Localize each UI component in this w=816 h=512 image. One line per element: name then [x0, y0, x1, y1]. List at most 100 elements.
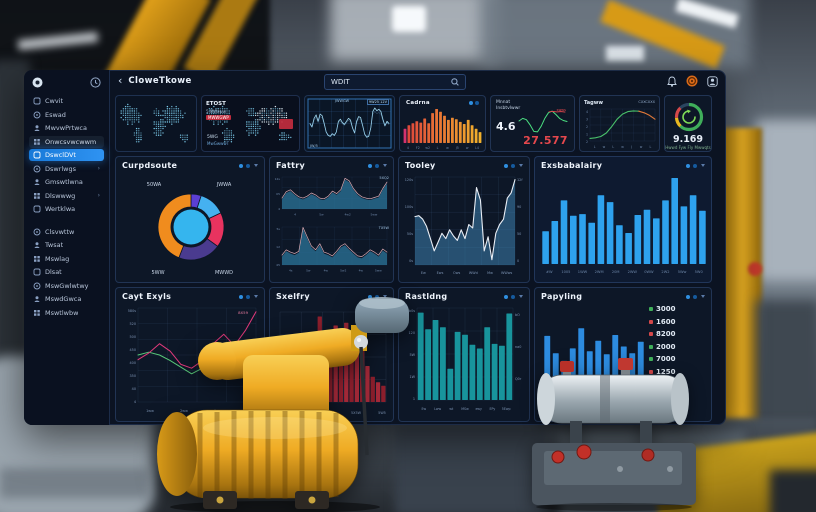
toggle-dot-icon[interactable]	[239, 163, 243, 168]
link-icon	[34, 300, 40, 302]
panel-controls[interactable]	[686, 163, 705, 168]
sidebar-item-dlsat[interactable]: Dlsat	[29, 266, 104, 278]
chevron-down-icon[interactable]	[519, 295, 523, 298]
map-dot	[160, 123, 162, 125]
sidebar-item-mswlag[interactable]: Mswlag	[29, 253, 104, 265]
toggle-dot-icon[interactable]	[468, 101, 473, 105]
toggle-dot-icon[interactable]	[475, 101, 479, 105]
toggle-dot-icon[interactable]	[504, 294, 508, 299]
chevron-down-icon[interactable]	[519, 164, 523, 167]
sidebar-item-clsvwttw[interactable]: Clsvwttw	[29, 226, 104, 238]
tick-label: WWws	[501, 271, 512, 275]
logo-icon[interactable]	[32, 77, 43, 88]
panel-title: Fattry	[276, 161, 306, 170]
toggle-dot-icon[interactable]	[504, 163, 508, 168]
bell-icon[interactable]	[667, 76, 677, 87]
panel-controls[interactable]	[686, 294, 705, 299]
map-dot	[186, 134, 188, 136]
map-dot	[228, 110, 230, 112]
sidebar-item-wertklwa[interactable]: Wertklwa	[29, 203, 104, 215]
clock-icon[interactable]	[90, 77, 101, 88]
toggle-dot-icon[interactable]	[510, 294, 515, 299]
toggle-dot-icon[interactable]	[510, 163, 515, 168]
tick-label: 5w2	[340, 269, 346, 273]
map-dot	[217, 123, 219, 125]
panel-controls[interactable]	[504, 294, 523, 299]
map-dot	[250, 114, 252, 117]
map-dot	[127, 123, 129, 125]
bar	[597, 195, 605, 264]
sidebar-item-mwvwprtwca[interactable]: MwvwPrtwca	[29, 122, 104, 134]
map-dot	[254, 125, 257, 128]
chevron-down-icon[interactable]	[254, 164, 258, 167]
map-dot	[215, 112, 217, 114]
sliders-icon	[36, 167, 38, 170]
panel-controls[interactable]	[468, 101, 479, 105]
map-dot	[133, 121, 136, 123]
map-dot	[261, 116, 263, 119]
map-dot	[131, 119, 133, 121]
map-dot	[219, 121, 222, 123]
map-dot	[133, 119, 136, 121]
sidebar-item-onwcsvwcwwm[interactable]: Onwcsvwcwwm	[29, 135, 104, 148]
panel-controls[interactable]	[239, 163, 258, 168]
map-dot	[135, 119, 138, 121]
tick-label: 40	[132, 387, 136, 391]
map-dot	[259, 112, 261, 114]
toggle-dot-icon[interactable]	[245, 163, 250, 168]
alert-icon[interactable]	[686, 75, 698, 87]
toggle-dot-icon[interactable]	[368, 294, 372, 299]
sidebar-item-label: Cwvit	[45, 97, 64, 105]
panel-controls[interactable]	[239, 294, 258, 299]
map-dot	[265, 121, 268, 123]
tank-stripe	[0, 468, 150, 498]
search-input[interactable]: WDIT	[324, 74, 466, 90]
sidebar-item-mswtlwbw[interactable]: Mswtlwbw	[29, 307, 104, 319]
sidebar-item-dswcldvt[interactable]: DswclDVt	[29, 149, 104, 161]
chevron-down-icon[interactable]	[254, 295, 258, 298]
sidebar-item-twsat[interactable]: Twsat	[29, 239, 104, 251]
map-dot	[257, 132, 259, 134]
tick-label: MWWD	[215, 270, 233, 276]
sidebar-item-dlswwwg[interactable]: Dlswwwg ›	[29, 190, 104, 202]
chevron-down-icon[interactable]	[701, 295, 705, 298]
panel-controls[interactable]	[368, 294, 387, 299]
sidebar-item-mswdgwca[interactable]: MswdGwca	[29, 293, 104, 305]
sidebar-item-eswad[interactable]: Eswad	[29, 109, 104, 121]
toggle-dot-icon[interactable]	[692, 294, 697, 299]
sidebar-item-mswgwlwtwy[interactable]: MswGwlwtwy	[29, 280, 104, 292]
panel-controls[interactable]	[504, 163, 523, 168]
user-icon[interactable]	[707, 75, 718, 87]
map-dot	[120, 110, 122, 112]
toggle-dot-icon[interactable]	[245, 294, 250, 299]
map-dot	[138, 134, 140, 136]
map-dot	[219, 112, 222, 114]
map-dot	[285, 116, 288, 119]
toggle-dot-icon[interactable]	[692, 163, 697, 168]
tooley-area-chart: 120s 100s 50s 0s 12f 90 50 0 Ew Ews Ows WWd Mw WWws	[405, 176, 523, 275]
map-dot	[166, 105, 169, 108]
map-dot	[257, 119, 259, 121]
chevron-down-icon[interactable]	[383, 164, 387, 167]
toggle-dot-icon[interactable]	[374, 163, 379, 168]
toggle-dot-icon[interactable]	[686, 163, 690, 168]
sidebar-item-gmswtlwna[interactable]: Gmswtlwna	[29, 176, 104, 188]
map-dot	[281, 138, 283, 141]
map-dot	[263, 114, 266, 117]
back-chevron-icon[interactable]: ‹	[118, 74, 123, 87]
chevron-down-icon[interactable]	[701, 164, 705, 167]
map-dot	[254, 119, 257, 121]
bar	[411, 123, 415, 143]
toggle-dot-icon[interactable]	[374, 294, 379, 299]
line-series	[548, 110, 566, 113]
toggle-dot-icon[interactable]	[368, 163, 372, 168]
donut-slice	[157, 193, 192, 259]
sidebar-item-dswrlwgs[interactable]: Dswrlwgs ›	[29, 163, 104, 175]
map-dot	[122, 108, 125, 110]
chevron-down-icon[interactable]	[383, 295, 387, 298]
panel-controls[interactable]	[368, 163, 387, 168]
map-dot	[270, 108, 272, 110]
toggle-dot-icon[interactable]	[239, 294, 243, 299]
sidebar-item-cwvit[interactable]: Cwvit	[29, 95, 104, 107]
toggle-dot-icon[interactable]	[686, 294, 690, 299]
